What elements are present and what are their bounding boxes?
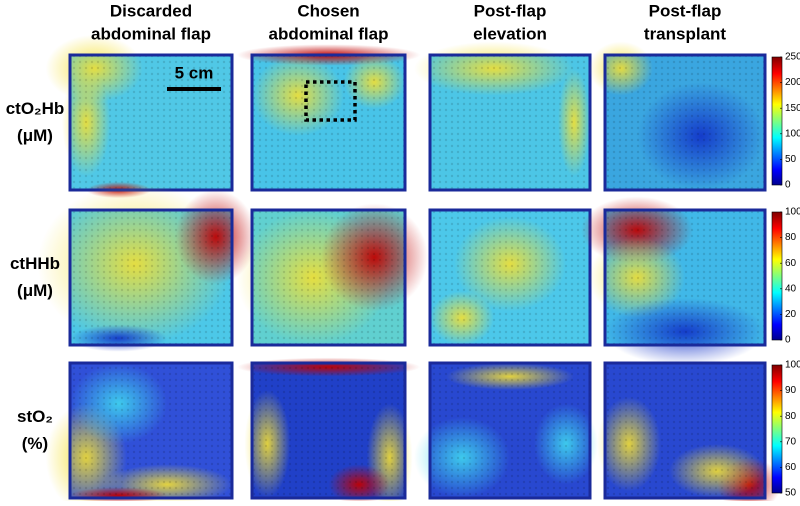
panel-border [603,361,767,500]
colorbar-tick-label: 150 [785,103,800,114]
colorbar-tick-label: 100 [785,207,800,218]
panel-border [250,361,407,500]
panel-border [250,53,407,192]
panel-border [428,361,592,500]
colorbar [771,364,783,494]
panel-border [68,208,234,347]
row-label: ctHHb [10,254,60,273]
colorbar-tick-label: 60 [785,462,797,473]
texture [430,55,590,190]
row-unit: (μM) [17,126,53,145]
colorbar-tick-label: 20 [785,309,797,320]
colorbar-tick-label: 250 [785,52,800,63]
texture [70,55,232,190]
texture [605,210,765,345]
colorbar-tick-label: 50 [785,488,797,499]
texture [430,210,590,345]
texture [430,363,590,498]
texture [252,55,405,190]
texture [252,363,405,498]
colorbar-tick-label: 0 [785,335,791,346]
scale-bar-label: 5 cm [175,63,214,82]
colorbar-tick-label: 200 [785,77,800,88]
column-header: Post-flap [649,1,722,20]
texture [252,210,405,345]
texture [605,363,765,498]
row-unit: (μM) [17,281,53,300]
roi-box [304,80,357,122]
colorbar-tick-label: 70 [785,436,797,447]
colorbar-tick-label: 80 [785,232,797,243]
panel-border [250,208,407,347]
row-label: ctO₂Hb [6,99,65,118]
colorbar-tick-label: 90 [785,385,797,396]
panel-border [428,53,592,192]
column-header: abdominal flap [91,24,211,43]
column-header: Post-flap [474,1,547,20]
column-header: Chosen [297,1,359,20]
row-label: stO₂ [17,407,53,426]
colorbar [771,56,783,186]
column-header: transplant [644,24,727,43]
colorbar-tick-label: 0 [785,180,791,191]
texture [70,210,232,345]
texture [605,55,765,190]
panel-border [603,53,767,192]
colorbar [771,211,783,341]
row-unit: (%) [22,434,48,453]
column-header: Discarded [110,1,192,20]
column-header: elevation [473,24,547,43]
colorbar-tick-label: 50 [785,154,797,165]
colorbar-tick-label: 80 [785,411,797,422]
column-header: abdominal flap [269,24,389,43]
panel-border [68,361,234,500]
colorbar-tick-label: 100 [785,128,800,139]
texture [70,363,232,498]
colorbar-tick-label: 60 [785,258,797,269]
colorbar-tick-label: 40 [785,283,797,294]
panel-border [603,208,767,347]
colorbar-tick-label: 100 [785,360,800,371]
